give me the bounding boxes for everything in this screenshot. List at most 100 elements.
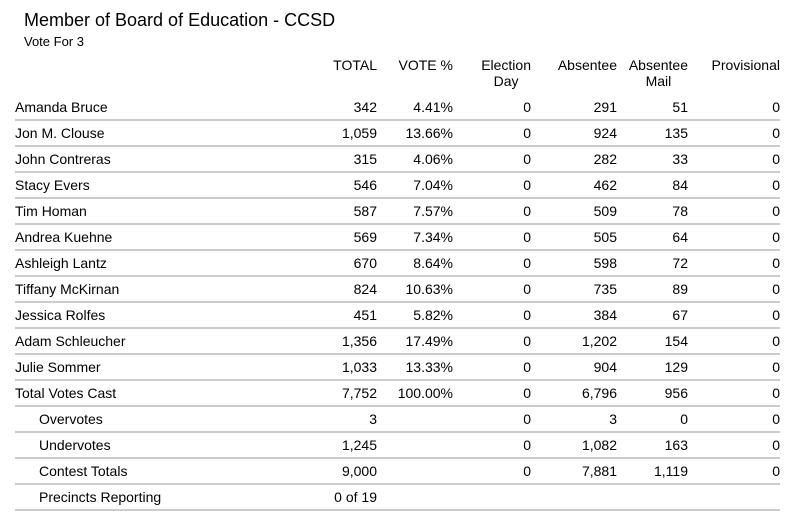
absentee-mail-cell: 33 bbox=[617, 146, 688, 173]
row-label-cell: Julie Sommer bbox=[15, 354, 291, 381]
total-cell: 315 bbox=[291, 146, 377, 173]
total-cell: 546 bbox=[291, 172, 377, 199]
total-cell: 0 of 19 bbox=[291, 484, 377, 511]
vote-for-note: Vote For 3 bbox=[24, 34, 84, 49]
absentee-cell: 924 bbox=[531, 120, 617, 147]
vote-pct-cell: 7.57% bbox=[377, 198, 453, 225]
absentee-mail-cell: 51 bbox=[617, 95, 688, 121]
row-label-cell: Overvotes bbox=[15, 406, 291, 433]
vote-pct-cell: 13.66% bbox=[377, 120, 453, 147]
table-row: Julie Sommer 1,033 13.33% 0 904 129 0 bbox=[15, 354, 780, 381]
table-row: Jon M. Clouse 1,059 13.66% 0 924 135 0 bbox=[15, 120, 780, 147]
table-row: Tim Homan 587 7.57% 0 509 78 0 bbox=[15, 198, 780, 225]
election-day-cell: 0 bbox=[453, 302, 531, 329]
absentee-cell: 291 bbox=[531, 95, 617, 121]
table-row: Precincts Reporting 0 of 19 bbox=[15, 484, 780, 511]
absentee-mail-cell bbox=[617, 484, 688, 511]
row-label-cell: Tiffany McKirnan bbox=[15, 276, 291, 303]
absentee-cell: 1,082 bbox=[531, 432, 617, 459]
election-day-cell: 0 bbox=[453, 95, 531, 121]
provisional-cell: 0 bbox=[688, 276, 780, 303]
total-cell: 824 bbox=[291, 276, 377, 303]
provisional-cell: 0 bbox=[688, 458, 780, 485]
total-cell: 9,000 bbox=[291, 458, 377, 485]
total-cell: 1,245 bbox=[291, 432, 377, 459]
vote-pct-cell: 10.63% bbox=[377, 276, 453, 303]
table-row: Ashleigh Lantz 670 8.64% 0 598 72 0 bbox=[15, 250, 780, 277]
provisional-cell: 0 bbox=[688, 380, 780, 407]
election-day-cell: 0 bbox=[453, 146, 531, 173]
vote-pct-cell: 7.04% bbox=[377, 172, 453, 199]
vote-pct-cell bbox=[377, 484, 453, 511]
row-label-cell: John Contreras bbox=[15, 146, 291, 173]
column-header-vote-pct: VOTE % bbox=[398, 57, 453, 73]
absentee-mail-cell: 67 bbox=[617, 302, 688, 329]
contest-title: Member of Board of Education - CCSD bbox=[24, 10, 336, 30]
column-header-absentee: Absentee bbox=[557, 57, 617, 73]
total-cell: 451 bbox=[291, 302, 377, 329]
election-day-cell: 0 bbox=[453, 224, 531, 251]
absentee-mail-cell: 163 bbox=[617, 432, 688, 459]
absentee-mail-cell: 1,119 bbox=[617, 458, 688, 485]
row-label-cell: Jon M. Clouse bbox=[15, 120, 291, 147]
column-header-election-day: Election Day bbox=[481, 57, 531, 89]
provisional-cell: 0 bbox=[688, 354, 780, 381]
vote-pct-cell: 8.64% bbox=[377, 250, 453, 277]
vote-pct-cell: 4.06% bbox=[377, 146, 453, 173]
provisional-cell: 0 bbox=[688, 406, 780, 433]
table-row: Stacy Evers 546 7.04% 0 462 84 0 bbox=[15, 172, 780, 199]
election-day-cell: 0 bbox=[453, 328, 531, 355]
row-label-cell: Amanda Bruce bbox=[15, 95, 291, 121]
vote-pct-cell: 17.49% bbox=[377, 328, 453, 355]
election-day-cell: 0 bbox=[453, 172, 531, 199]
absentee-mail-cell: 84 bbox=[617, 172, 688, 199]
election-day-cell: 0 bbox=[453, 432, 531, 459]
row-label-cell: Undervotes bbox=[15, 432, 291, 459]
absentee-mail-cell: 154 bbox=[617, 328, 688, 355]
column-header-absentee-mail: Absentee Mail bbox=[628, 57, 688, 89]
table-row: Contest Totals 9,000 0 7,881 1,119 0 bbox=[15, 458, 780, 485]
provisional-cell: 0 bbox=[688, 120, 780, 147]
total-cell: 1,356 bbox=[291, 328, 377, 355]
vote-pct-cell bbox=[377, 432, 453, 459]
results-table-body: Amanda Bruce 342 4.41% 0 291 51 0 Jon M. Clouse… bbox=[15, 95, 780, 511]
total-cell: 1,059 bbox=[291, 120, 377, 147]
absentee-mail-cell: 129 bbox=[617, 354, 688, 381]
provisional-cell: 0 bbox=[688, 172, 780, 199]
absentee-cell: 505 bbox=[531, 224, 617, 251]
absentee-mail-cell: 89 bbox=[617, 276, 688, 303]
table-row: Adam Schleucher 1,356 17.49% 0 1,202 154 0 bbox=[15, 328, 780, 355]
table-row: Andrea Kuehne 569 7.34% 0 505 64 0 bbox=[15, 224, 780, 251]
provisional-cell: 0 bbox=[688, 198, 780, 225]
absentee-mail-cell: 78 bbox=[617, 198, 688, 225]
table-row: Undervotes 1,245 0 1,082 163 0 bbox=[15, 432, 780, 459]
vote-pct-cell bbox=[377, 458, 453, 485]
table-row: Amanda Bruce 342 4.41% 0 291 51 0 bbox=[15, 95, 780, 121]
election-day-cell: 0 bbox=[453, 120, 531, 147]
absentee-cell: 7,881 bbox=[531, 458, 617, 485]
absentee-mail-cell: 135 bbox=[617, 120, 688, 147]
total-cell: 7,752 bbox=[291, 380, 377, 407]
provisional-cell: 0 bbox=[688, 95, 780, 121]
row-label-cell: Stacy Evers bbox=[15, 172, 291, 199]
header-row: TOTAL VOTE % Election Day Absentee Absent… bbox=[15, 57, 780, 95]
election-day-cell: 0 bbox=[453, 458, 531, 485]
absentee-cell: 1,202 bbox=[531, 328, 617, 355]
election-day-cell: 0 bbox=[453, 406, 531, 433]
table-row: John Contreras 315 4.06% 0 282 33 0 bbox=[15, 146, 780, 173]
total-cell: 342 bbox=[291, 95, 377, 121]
provisional-cell: 0 bbox=[688, 250, 780, 277]
total-cell: 670 bbox=[291, 250, 377, 277]
election-day-cell: 0 bbox=[453, 250, 531, 277]
provisional-cell bbox=[688, 484, 780, 511]
absentee-cell: 384 bbox=[531, 302, 617, 329]
absentee-mail-cell: 0 bbox=[617, 406, 688, 433]
total-cell: 1,033 bbox=[291, 354, 377, 381]
provisional-cell: 0 bbox=[688, 328, 780, 355]
absentee-cell: 6,796 bbox=[531, 380, 617, 407]
column-header-total: TOTAL bbox=[333, 57, 377, 73]
absentee-cell: 3 bbox=[531, 406, 617, 433]
vote-pct-cell bbox=[377, 406, 453, 433]
table-row: Overvotes 3 0 3 0 0 bbox=[15, 406, 780, 433]
